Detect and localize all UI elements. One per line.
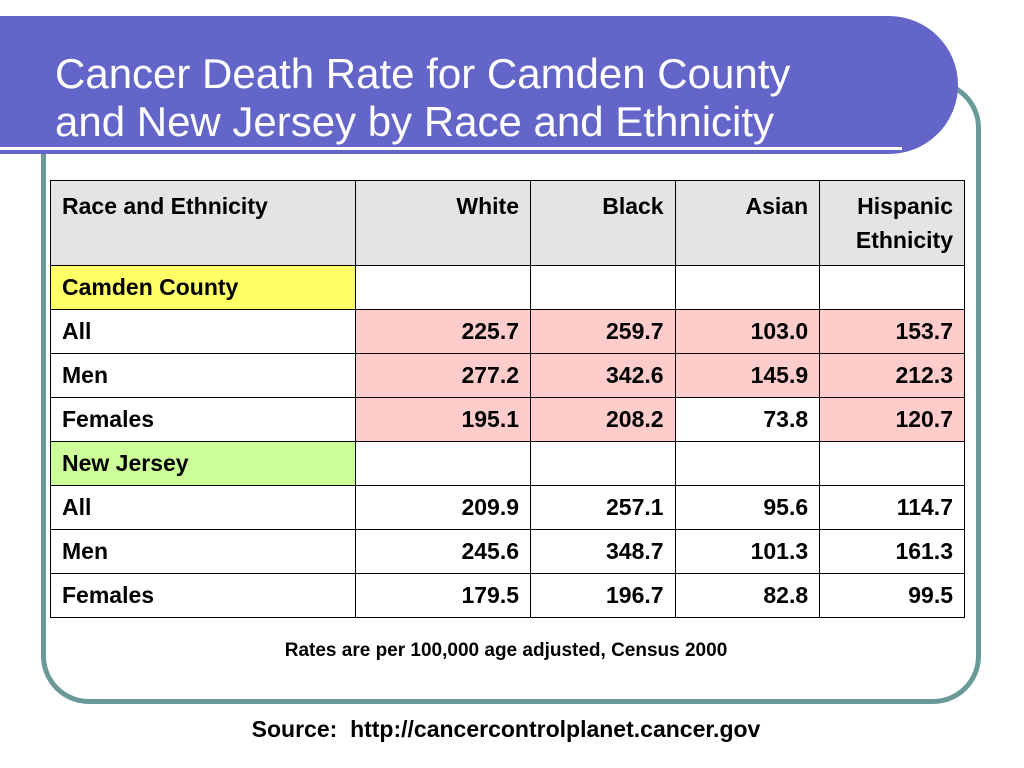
slide-title: Cancer Death Rate for Camden County and … (55, 50, 935, 146)
data-cell: 209.9 (354, 485, 532, 530)
table-row-camden-men: Men 277.2 342.6 145.9 212.3 (50, 353, 965, 398)
data-cell: 195.1 (354, 397, 532, 442)
table-row-nj-men: Men 245.6 348.7 101.3 161.3 (50, 529, 965, 574)
source-citation: Source: http://cancercontrolplanet.cance… (251, 716, 761, 742)
data-cell: 120.7 (819, 397, 965, 442)
empty-cell (530, 265, 676, 310)
table-row-camden-all: All 225.7 259.7 103.0 153.7 (50, 309, 965, 354)
rates-footnote: Rates are per 100,000 age adjusted, Cens… (284, 640, 728, 661)
title-line-2: and New Jersey by Race and Ethnicity (55, 98, 775, 145)
data-cell: 82.8 (674, 573, 821, 618)
section-row-new-jersey: New Jersey (50, 441, 965, 486)
death-rate-table: Race and Ethnicity White Black Asian His… (50, 180, 965, 618)
data-cell: 342.6 (530, 353, 676, 398)
header-asian: Asian (674, 180, 821, 266)
row-label: Men (50, 353, 356, 398)
empty-cell (819, 265, 965, 310)
section-label-camden: Camden County (50, 265, 356, 310)
table-row-camden-females: Females 195.1 208.2 73.8 120.7 (50, 397, 965, 442)
empty-cell (819, 441, 965, 486)
title-underline (0, 147, 902, 150)
data-cell: 348.7 (530, 529, 676, 574)
table-row-nj-females: Females 179.5 196.7 82.8 99.5 (50, 573, 965, 618)
header-hispanic-ethnicity: Hispanic Ethnicity (819, 180, 965, 266)
empty-cell (530, 441, 676, 486)
empty-cell (674, 441, 821, 486)
data-cell: 277.2 (354, 353, 532, 398)
data-cell: 179.5 (354, 573, 532, 618)
row-label: Females (50, 397, 356, 442)
data-cell: 99.5 (819, 573, 965, 618)
header-black: Black (530, 180, 676, 266)
data-cell: 259.7 (530, 309, 676, 354)
row-label: Men (50, 529, 356, 574)
data-cell: 196.7 (530, 573, 676, 618)
data-cell: 153.7 (819, 309, 965, 354)
section-row-camden: Camden County (50, 265, 965, 310)
data-cell: 208.2 (530, 397, 676, 442)
row-label: Females (50, 573, 356, 618)
table-row-nj-all: All 209.9 257.1 95.6 114.7 (50, 485, 965, 530)
header-white: White (354, 180, 532, 266)
data-cell: 95.6 (674, 485, 821, 530)
data-cell: 114.7 (819, 485, 965, 530)
empty-cell (674, 265, 821, 310)
data-cell: 103.0 (674, 309, 821, 354)
title-banner: Cancer Death Rate for Camden County and … (0, 16, 958, 154)
data-cell: 161.3 (819, 529, 965, 574)
empty-cell (354, 265, 532, 310)
section-label-new-jersey: New Jersey (50, 441, 356, 486)
data-cell: 212.3 (819, 353, 965, 398)
header-race-ethnicity: Race and Ethnicity (50, 180, 356, 266)
row-label: All (50, 309, 356, 354)
empty-cell (354, 441, 532, 486)
data-cell: 73.8 (674, 397, 821, 442)
data-cell: 257.1 (530, 485, 676, 530)
data-cell: 145.9 (674, 353, 821, 398)
data-cell: 101.3 (674, 529, 821, 574)
title-line-1: Cancer Death Rate for Camden County (55, 50, 791, 97)
data-cell: 245.6 (354, 529, 532, 574)
header-row: Race and Ethnicity White Black Asian His… (50, 180, 965, 266)
data-cell: 225.7 (354, 309, 532, 354)
row-label: All (50, 485, 356, 530)
